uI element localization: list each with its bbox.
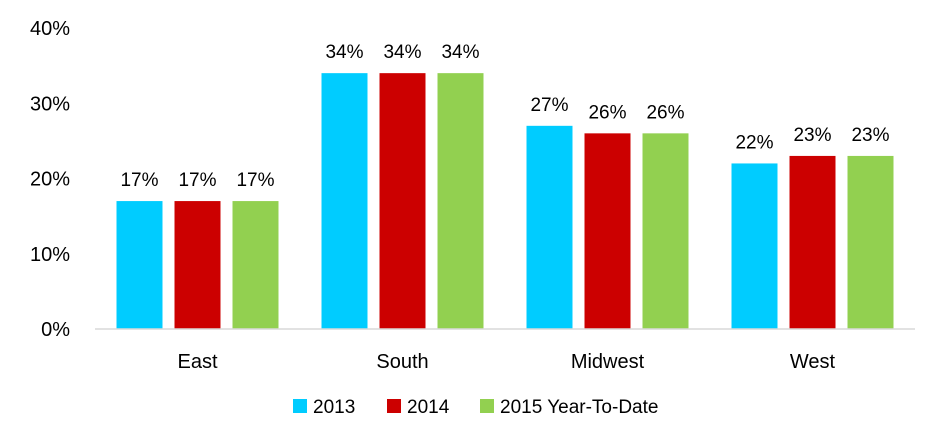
legend-label: 2013 [313,397,355,418]
bar-midwest-2013 [526,125,573,329]
legend-swatch [480,399,494,413]
bar-west-2014 [789,155,836,329]
bar-midwest-2014 [584,133,631,329]
x-axis: East South Midwest West [177,351,835,373]
legend-label: 2014 [407,397,450,418]
bar-east-2013 [116,201,163,329]
data-label: 34% [383,42,421,63]
legend-label: 2015 Year-To-Date [500,397,658,418]
data-label: 22% [735,132,773,153]
bar-east-2015 [232,201,279,329]
bar-midwest-2015 [642,133,689,329]
bar-west-2013 [731,163,778,329]
y-tick-label: 40% [30,18,70,40]
y-tick-label: 10% [30,244,70,266]
bar-west-2015 [847,155,894,329]
x-category-label: Midwest [571,351,645,373]
y-tick-label: 0% [41,319,70,341]
data-label: 26% [588,102,626,123]
y-tick-label: 30% [30,93,70,115]
data-label: 23% [793,125,831,146]
y-axis: 0% 10% 20% 30% 40% [30,18,70,341]
data-label: 17% [120,170,158,191]
data-label: 26% [646,102,684,123]
bar-south-2014 [379,73,426,330]
data-label: 34% [325,42,363,63]
data-label: 27% [530,95,568,116]
data-label: 17% [236,170,274,191]
legend: 2013 2014 2015 Year-To-Date [293,397,658,418]
bar-south-2013 [321,73,368,330]
y-tick-label: 20% [30,169,70,191]
bars [116,73,894,330]
bar-east-2014 [174,201,221,329]
x-category-label: West [790,351,836,373]
legend-swatch [293,399,307,413]
data-label: 17% [178,170,216,191]
data-label: 34% [441,42,479,63]
x-category-label: South [376,351,428,373]
legend-swatch [387,399,401,413]
bar-south-2015 [437,73,484,330]
x-category-label: East [177,351,217,373]
data-labels: 17% 17% 17% 34% 34% 34% 27% 26% 26% 22% 23% 23% [120,42,889,191]
data-label: 23% [851,125,889,146]
